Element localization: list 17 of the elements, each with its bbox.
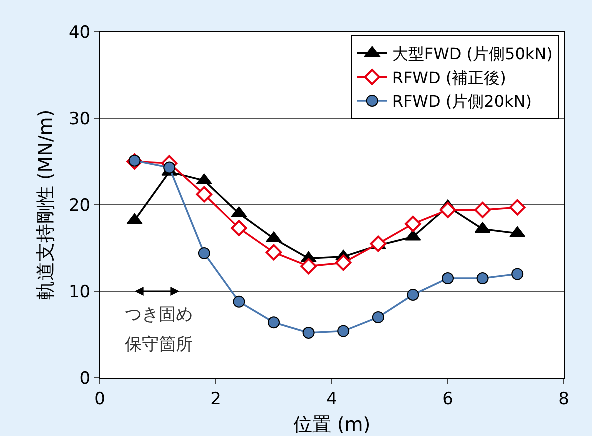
x-tick-label: 8 — [558, 389, 570, 410]
annotation: 保守箇所 — [125, 335, 193, 355]
y-tick-label: 30 — [68, 109, 91, 130]
y-tick-label: 40 — [68, 22, 91, 43]
x-tick-label: 0 — [94, 389, 106, 410]
x-tick-label: 4 — [326, 389, 338, 410]
y-axis-title: 軌道支持剛性 (MN/m) — [35, 110, 57, 300]
legend-label: RFWD (片側20kN) — [392, 92, 532, 112]
legend-label: 大型FWD (片側50kN) — [392, 44, 553, 64]
y-tick-label: 10 — [68, 282, 91, 302]
legend-label: RFWD (補正後) — [392, 68, 506, 88]
annotation: つき固め — [125, 305, 193, 325]
y-tick-label: 0 — [80, 368, 91, 389]
x-tick-label: 2 — [210, 389, 222, 410]
x-tick-label: 6 — [442, 389, 454, 410]
x-axis-title: 位置 (m) — [293, 414, 371, 436]
y-tick-label: 20 — [68, 196, 91, 216]
